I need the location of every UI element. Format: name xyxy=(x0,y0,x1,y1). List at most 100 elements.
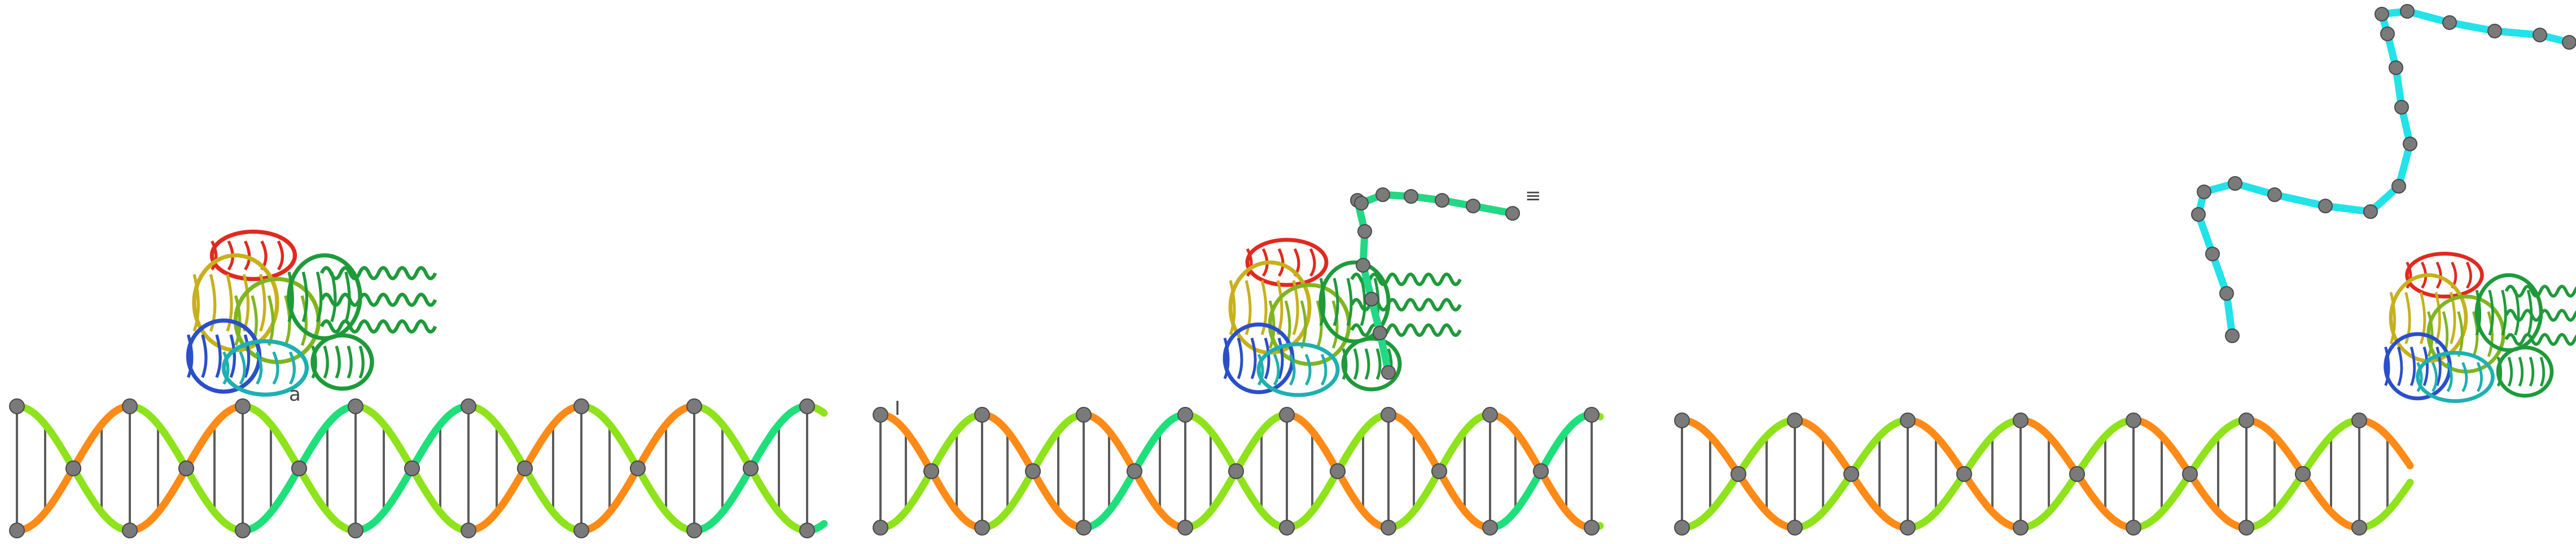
bead xyxy=(1505,206,1520,221)
protein-strand xyxy=(2472,311,2479,357)
protein-strand xyxy=(1276,280,1283,335)
protein-strand xyxy=(2435,346,2442,387)
protein-strand xyxy=(2529,357,2535,387)
protein-strand xyxy=(1375,348,1382,380)
protein-helix xyxy=(319,292,437,307)
bead xyxy=(1731,466,1746,482)
bead xyxy=(1228,463,1244,479)
protein-strand xyxy=(226,274,233,332)
protein-strand xyxy=(301,271,309,322)
bead xyxy=(873,520,888,536)
protein-strand xyxy=(1273,353,1280,386)
bead xyxy=(974,520,990,536)
protein-strand xyxy=(2476,362,2483,392)
ssdna-end-tag: ≡ xyxy=(1525,185,1541,207)
bead xyxy=(65,460,81,476)
protein-strand xyxy=(222,351,230,385)
bead xyxy=(2295,466,2311,482)
protein-strand xyxy=(2416,362,2423,392)
bead xyxy=(1354,196,1369,210)
protein-strand xyxy=(186,334,194,378)
protein-strand xyxy=(358,345,365,379)
protein-strand xyxy=(2488,289,2494,336)
protein-strand xyxy=(2539,357,2546,387)
protein-strand xyxy=(2461,362,2468,392)
protein-strand xyxy=(335,345,341,379)
bead xyxy=(2394,100,2409,115)
protein-strand xyxy=(211,240,218,271)
rungs xyxy=(16,406,808,530)
bead xyxy=(1381,520,1396,536)
single-strand-chain xyxy=(2191,4,2576,343)
bead xyxy=(461,523,476,538)
strand-b xyxy=(2355,479,2414,532)
bead xyxy=(2389,60,2403,75)
protein-strand xyxy=(1229,280,1236,335)
protein-helix xyxy=(319,266,437,280)
bead xyxy=(1956,466,1972,482)
protein-strand xyxy=(300,295,308,346)
bead xyxy=(1900,413,1916,428)
protein-strand xyxy=(1257,353,1264,386)
protein-strand xyxy=(2397,346,2403,387)
bead xyxy=(2197,185,2211,199)
bead xyxy=(235,398,251,414)
bead xyxy=(573,523,589,538)
panel-1 xyxy=(9,229,828,538)
bead xyxy=(348,523,363,538)
bead xyxy=(348,398,363,414)
bead xyxy=(1076,407,1092,423)
protein-strand xyxy=(201,334,208,378)
protein-strand xyxy=(1246,248,1253,277)
protein-strand xyxy=(2431,362,2438,392)
protein-strand xyxy=(2446,362,2453,392)
protein-strand xyxy=(1346,278,1353,326)
protein-strand xyxy=(272,351,279,385)
bead xyxy=(2562,35,2576,50)
beads xyxy=(873,407,1600,536)
protein-strand xyxy=(2457,311,2464,357)
bead xyxy=(9,398,25,414)
protein-strand xyxy=(323,345,329,379)
protein-strand xyxy=(2465,261,2472,289)
bead xyxy=(1375,187,1390,202)
bead xyxy=(122,523,138,538)
beads xyxy=(9,398,815,538)
dna-double-helix xyxy=(873,407,1604,536)
protein-strand xyxy=(2384,346,2390,387)
bead xyxy=(1381,365,1396,380)
dna-double-helix xyxy=(9,398,828,538)
bead xyxy=(2069,466,2085,482)
bead xyxy=(1787,413,1803,428)
bead xyxy=(2225,328,2240,343)
rungs xyxy=(879,415,1593,528)
protein-strand xyxy=(1289,353,1296,386)
bead xyxy=(1900,520,1916,536)
protein-strand xyxy=(1260,280,1268,335)
protein-strand xyxy=(2475,289,2482,336)
bead xyxy=(923,463,939,479)
bead xyxy=(1431,463,1447,479)
protein-strand xyxy=(1237,337,1243,379)
bead xyxy=(799,398,815,414)
bead xyxy=(2182,466,2198,482)
protein-strand xyxy=(1245,280,1252,335)
protein-strand xyxy=(1353,348,1359,380)
bead xyxy=(2400,4,2415,19)
bead xyxy=(2533,28,2547,42)
bead xyxy=(1843,466,1859,482)
protein-strand xyxy=(2507,357,2513,387)
protein-strand xyxy=(255,351,263,385)
beads xyxy=(1674,413,2367,536)
protein-strand xyxy=(1319,278,1326,326)
dna-double-helix xyxy=(1674,413,2414,536)
bead xyxy=(2487,24,2502,38)
panel-2-label: I xyxy=(895,397,900,420)
protein-strand xyxy=(2496,357,2503,387)
protein-strand xyxy=(284,295,291,346)
protein-helix xyxy=(1350,323,1462,337)
bead xyxy=(1584,407,1600,423)
protein-strand xyxy=(1320,353,1328,386)
protein-domain xyxy=(209,229,297,282)
protein-strand xyxy=(2419,292,2426,344)
